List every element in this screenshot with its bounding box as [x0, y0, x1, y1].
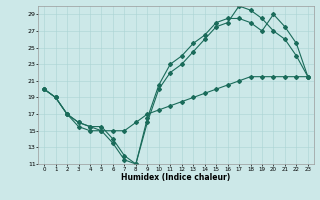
X-axis label: Humidex (Indice chaleur): Humidex (Indice chaleur)	[121, 173, 231, 182]
